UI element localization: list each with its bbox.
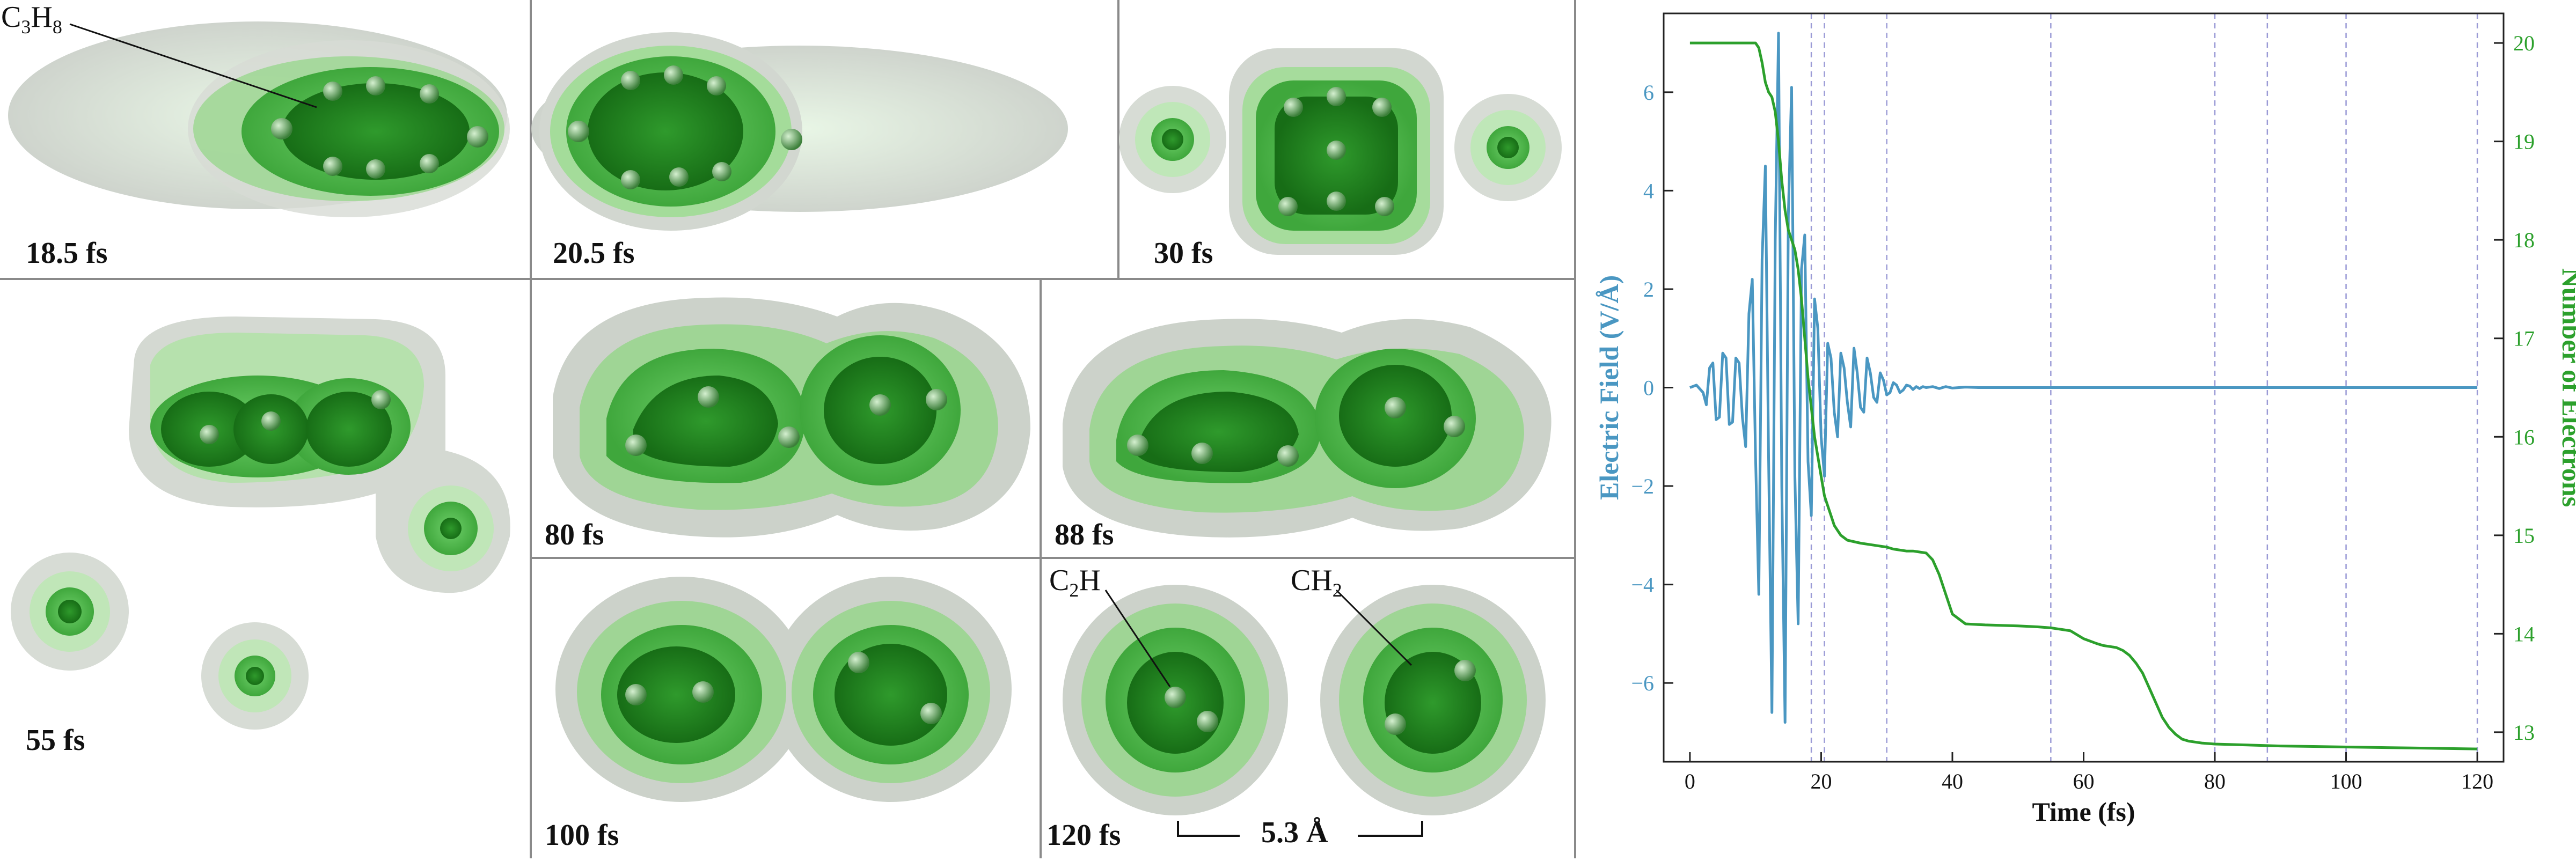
panel-120fs-density [1063, 585, 1546, 837]
x-axis-label: Time (fs) [2032, 797, 2135, 827]
y-right-tick-label: 15 [2513, 524, 2535, 548]
panel-time-label: 88 fs [1055, 518, 1114, 551]
x-tick-label: 40 [1942, 769, 1963, 793]
x-tick-label: 20 [1810, 769, 1832, 793]
fragment-label-right: CH2 [1291, 564, 1342, 601]
x-tick-label: 80 [2204, 769, 2226, 793]
y-axis-left-label: Electric Field (V/Å) [1594, 275, 1624, 500]
panel-dividers [0, 0, 1576, 858]
panel-time-label: 120 fs [1046, 819, 1121, 852]
electric-field-line [1689, 32, 2478, 724]
y-right-tick-label: 16 [2513, 425, 2535, 449]
density-snapshots-art [0, 0, 1576, 858]
y-left-tick-label: 0 [1643, 376, 1654, 400]
electron-count-series [1689, 41, 2478, 750]
x-tick-label: 60 [2073, 769, 2095, 793]
panel-time-label: 18.5 fs [26, 237, 108, 270]
y-left-tick-label: −4 [1631, 573, 1654, 597]
x-tick-label: 100 [2330, 769, 2362, 793]
electric-field-series [1689, 32, 2478, 724]
panel-30fs-density [1119, 48, 1562, 255]
electron-count-line [1689, 41, 2478, 750]
panel-time-label: 55 fs [26, 724, 85, 757]
y-left-tick-label: 6 [1643, 80, 1654, 105]
molecule-label: C3H8 [1, 1, 62, 38]
scale-bar-label: 5.3 Å [1261, 816, 1328, 849]
y-axis-right: 13 14 15 16 17 18 19 20 [2494, 31, 2535, 745]
y-right-tick-label: 17 [2513, 327, 2535, 351]
y-axis-right-label: Number of Electrons [2557, 268, 2576, 507]
panel-88fs-density [1063, 319, 1552, 538]
panel-80fs-density [553, 297, 1030, 538]
y-left-tick-label: 4 [1643, 179, 1654, 203]
fragment-label-left: C2H [1049, 564, 1101, 601]
panel-time-label: 30 fs [1154, 237, 1213, 270]
y-axis-left: −6 −4 −2 0 2 4 6 [1631, 80, 1673, 695]
panel-100fs-density [555, 577, 1012, 802]
y-right-tick-label: 13 [2513, 720, 2535, 745]
field-electrons-chart: 0 20 40 60 80 100 120 −6 −4 −2 0 2 4 6 13 14 15 16 17 18 1… [1578, 0, 2576, 858]
panel-55fs-density [11, 317, 510, 730]
y-right-tick-label: 19 [2513, 130, 2535, 154]
x-tick-label: 120 [2461, 769, 2493, 793]
panel-time-label: 20.5 fs [553, 237, 635, 270]
y-left-tick-label: −6 [1631, 671, 1654, 695]
density-snapshots-figure: 18.5 fs 20.5 fs 30 fs 55 fs 80 fs 88 fs … [0, 0, 1576, 858]
x-tick-label: 0 [1685, 769, 1695, 793]
y-right-tick-label: 18 [2513, 228, 2535, 252]
y-right-tick-label: 20 [2513, 31, 2535, 55]
y-right-tick-label: 14 [2513, 622, 2535, 646]
panel-18-5fs-density [8, 21, 510, 217]
panel-time-label: 80 fs [545, 518, 604, 551]
panel-20-5fs-density [531, 32, 1068, 231]
panel-time-label: 100 fs [545, 819, 619, 852]
x-axis: 0 20 40 60 80 100 120 [1685, 752, 2493, 793]
y-left-tick-label: −2 [1631, 474, 1654, 498]
y-left-tick-label: 2 [1643, 277, 1654, 301]
